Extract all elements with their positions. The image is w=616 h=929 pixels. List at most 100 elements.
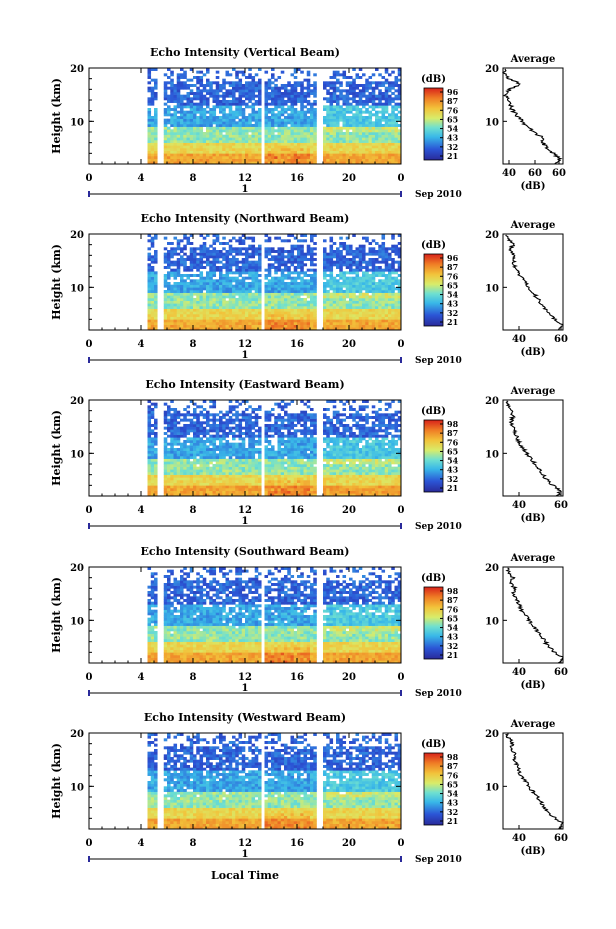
heatmap-cell <box>306 121 311 125</box>
heatmap-cell <box>199 282 204 285</box>
heatmap-cell <box>183 300 187 304</box>
heatmap-cell <box>212 110 217 114</box>
heatmap-cell <box>206 148 210 151</box>
heatmap-cell <box>202 493 207 497</box>
heatmap-cell <box>274 260 278 264</box>
heatmap-cell <box>154 418 158 422</box>
heatmap-cell <box>306 274 311 277</box>
heatmap-cell <box>215 105 220 109</box>
heatmap-cell <box>365 97 369 101</box>
heatmap-cell <box>267 271 272 275</box>
heatmap-cell <box>384 276 389 280</box>
heatmap-cell <box>251 311 256 315</box>
heatmap-cell <box>232 279 236 283</box>
heatmap-cell <box>277 236 282 240</box>
heatmap-cell <box>326 316 330 320</box>
heatmap-cell <box>388 274 392 277</box>
heatmap-cell <box>254 145 259 149</box>
heatmap-cell <box>358 244 363 248</box>
heatmap-cell <box>173 453 178 457</box>
heatmap-cell <box>235 284 239 288</box>
heatmap-cell <box>199 327 204 331</box>
heatmap-cell <box>293 268 298 272</box>
heatmap-cell <box>248 274 252 277</box>
heatmap-cell <box>336 308 340 312</box>
heatmap-cell <box>277 97 282 101</box>
heatmap-cell <box>371 260 376 264</box>
heatmap-cell <box>313 126 317 130</box>
heatmap-cell <box>189 306 194 309</box>
heatmap-cell <box>154 113 158 117</box>
heatmap-cell <box>235 282 239 285</box>
heatmap-cell <box>186 464 191 467</box>
heatmap-cell <box>274 97 278 101</box>
heatmap-cell <box>209 308 213 312</box>
heatmap-cell <box>297 126 301 130</box>
heatmap-cell <box>180 316 184 320</box>
heatmap-cell <box>147 271 152 275</box>
heatmap-cell <box>277 105 282 109</box>
heatmap-cell <box>254 266 259 269</box>
heatmap-cell <box>342 73 347 77</box>
heatmap-cell <box>391 260 395 264</box>
heatmap-cell <box>310 89 314 93</box>
heatmap-cell <box>365 137 369 141</box>
heatmap-cell <box>219 316 223 320</box>
heatmap-cell <box>280 132 285 135</box>
heatmap-cell <box>176 145 181 149</box>
heatmap-cell <box>180 456 184 459</box>
heatmap-cell <box>293 282 298 285</box>
heatmap-cell <box>254 150 259 154</box>
heatmap-cell <box>163 81 168 85</box>
heatmap-cell <box>196 437 200 441</box>
heatmap-cell <box>202 102 207 106</box>
heatmap-cell <box>186 84 191 87</box>
heatmap-cell <box>329 84 334 87</box>
heatmap-cell <box>287 266 291 269</box>
heatmap-cell <box>248 322 252 325</box>
heatmap-cell <box>368 97 373 101</box>
heatmap-cell <box>300 252 304 256</box>
heatmap-cell <box>248 150 252 154</box>
heatmap-cell <box>368 156 373 159</box>
heatmap-cell <box>297 145 301 149</box>
heatmap-cell <box>170 121 174 125</box>
heatmap-cell <box>397 161 402 165</box>
heatmap-cell <box>232 308 236 312</box>
heatmap-cell <box>222 145 226 149</box>
heatmap-cell <box>381 150 386 154</box>
heatmap-cell <box>199 161 204 165</box>
heatmap-cell <box>154 252 158 256</box>
heatmap-cell <box>313 263 317 267</box>
heatmap-cell <box>251 126 256 130</box>
heatmap-cell <box>280 276 285 280</box>
heatmap-cell <box>368 300 373 304</box>
heatmap-cell <box>241 242 246 245</box>
heatmap-cell <box>287 158 291 162</box>
heatmap-cell <box>332 306 337 309</box>
heatmap-cell <box>147 306 152 309</box>
heatmap-cell <box>391 86 395 90</box>
heatmap-cell <box>150 86 155 90</box>
heatmap-cell <box>284 268 288 272</box>
heatmap-cell <box>258 292 262 296</box>
heatmap-cell <box>202 279 207 283</box>
heatmap-cell <box>199 234 204 237</box>
heatmap-cell <box>384 284 389 288</box>
heatmap-cell <box>267 266 272 269</box>
heatmap-cell <box>147 437 152 441</box>
heatmap-cell <box>183 81 187 85</box>
heatmap-cell <box>228 150 233 154</box>
heatmap-cell <box>375 327 379 331</box>
heatmap-cell <box>310 263 314 267</box>
heatmap-cell <box>206 322 210 325</box>
heatmap-cell <box>215 255 220 259</box>
heatmap-cell <box>163 316 168 320</box>
heatmap-cell <box>280 316 285 320</box>
heatmap-cell <box>323 319 327 323</box>
heatmap-cell <box>238 239 243 243</box>
heatmap-cell <box>349 140 353 143</box>
heatmap-cell <box>345 94 350 98</box>
heatmap-cell <box>150 134 155 138</box>
heatmap-cell <box>300 322 304 325</box>
